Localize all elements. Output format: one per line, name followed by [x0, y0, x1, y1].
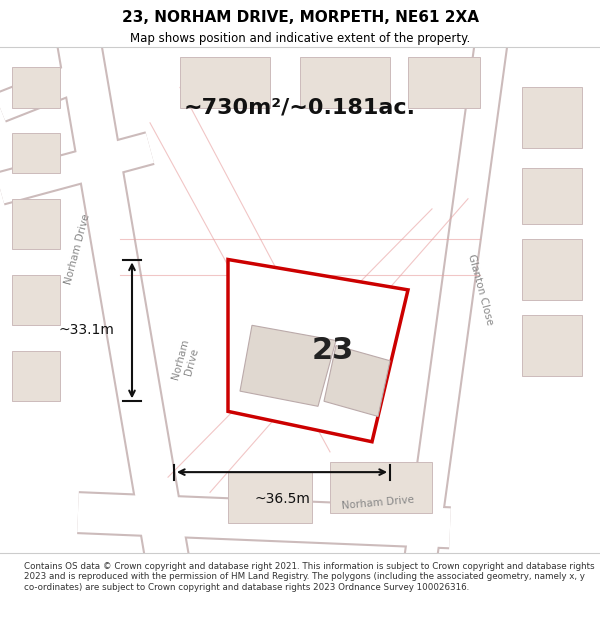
Polygon shape [12, 133, 60, 173]
Polygon shape [522, 315, 582, 376]
Polygon shape [522, 239, 582, 300]
Polygon shape [12, 351, 60, 401]
Polygon shape [12, 275, 60, 325]
Polygon shape [12, 199, 60, 249]
Polygon shape [228, 259, 408, 442]
Polygon shape [180, 57, 270, 108]
Text: Contains OS data © Crown copyright and database right 2021. This information is : Contains OS data © Crown copyright and d… [24, 562, 595, 591]
Text: Norham Drive: Norham Drive [64, 213, 92, 286]
Text: Norham
Drive: Norham Drive [170, 338, 202, 384]
Polygon shape [228, 472, 312, 522]
Polygon shape [522, 88, 582, 148]
Text: 23, NORHAM DRIVE, MORPETH, NE61 2XA: 23, NORHAM DRIVE, MORPETH, NE61 2XA [121, 10, 479, 25]
Polygon shape [12, 67, 60, 108]
Polygon shape [408, 57, 480, 108]
Text: Map shows position and indicative extent of the property.: Map shows position and indicative extent… [130, 32, 470, 45]
Polygon shape [522, 168, 582, 224]
Polygon shape [330, 462, 432, 512]
Text: ~730m²/~0.181ac.: ~730m²/~0.181ac. [184, 98, 416, 118]
Polygon shape [240, 325, 336, 406]
Text: ~36.5m: ~36.5m [254, 492, 310, 506]
Text: 23: 23 [312, 336, 354, 365]
Text: Norham Drive: Norham Drive [341, 494, 415, 511]
Text: Glanton Close: Glanton Close [466, 253, 494, 326]
Polygon shape [324, 346, 390, 416]
Text: ~33.1m: ~33.1m [58, 323, 114, 338]
Polygon shape [300, 57, 390, 108]
